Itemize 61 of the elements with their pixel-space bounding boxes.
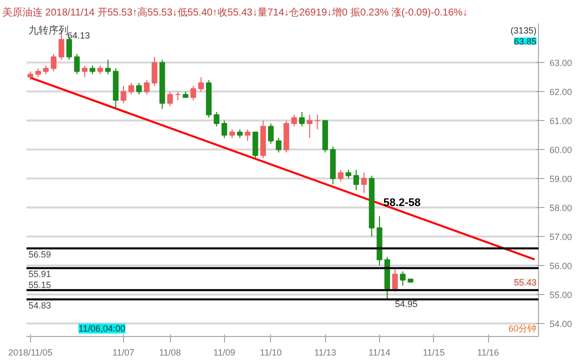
candlestick	[50, 53, 56, 72]
ref-line-label: 55.15	[28, 280, 52, 290]
candlestick	[361, 172, 367, 194]
candlestick	[252, 132, 258, 159]
x-tick-label: 11/13	[314, 348, 336, 358]
candlestick	[244, 128, 250, 142]
y-tick-label: 58.00	[550, 203, 572, 214]
y-tick-label: 57.00	[550, 232, 572, 242]
candlestick	[268, 122, 274, 144]
x-tick-label: 11/15	[422, 348, 445, 358]
candlestick	[198, 76, 204, 92]
candlestick	[338, 169, 344, 182]
x-tick-label: 11/10	[260, 348, 282, 358]
candlestick	[136, 82, 142, 96]
x-tick-label: 11/07	[112, 348, 134, 358]
candlestick	[174, 91, 181, 101]
x-tick-label: 11/14	[368, 348, 390, 358]
x-tick-label: 11/09	[213, 348, 236, 358]
y-tick-label: 62.00	[550, 87, 572, 98]
annotation: 58.2-58	[383, 197, 421, 210]
candlestick	[353, 169, 360, 191]
x-tick-label: 11/08	[159, 348, 181, 358]
candlestick	[167, 91, 173, 107]
candlestick	[306, 114, 312, 138]
candlestick	[105, 59, 111, 75]
candlestick	[276, 137, 282, 153]
candlestick	[392, 268, 398, 292]
candlestick	[152, 56, 158, 86]
x-tick-label: 11/16	[477, 348, 500, 358]
candlestick	[400, 270, 406, 286]
candlestick	[291, 114, 297, 127]
y-tick-label: 59.00	[550, 174, 572, 184]
y-tick-label: 61.00	[550, 116, 572, 126]
candlestick	[120, 85, 126, 104]
chart-subtitle: 九转序列	[28, 24, 68, 36]
annotation: (3135)	[510, 26, 537, 36]
x-tick-label: 2018/11/05	[8, 348, 53, 358]
y-tick-label: 63.00	[550, 58, 572, 68]
candlestick	[299, 111, 305, 127]
candlestick	[144, 80, 150, 96]
ref-line-label: 56.59	[28, 249, 52, 260]
y-tick-label: 54.00	[550, 318, 572, 329]
annotation: 55.43	[514, 278, 537, 288]
annotation: 54.95	[394, 298, 418, 309]
candlestick	[314, 114, 320, 130]
y-tick-label: 56.00	[550, 260, 572, 271]
chart-title: 美原油连 2018/11/14 开55.53↑高55.53↓低55.40↑收55.43↓量714↓仓26919↓增0 振0.23% 涨(-0.09)-0.16%↓	[2, 6, 468, 18]
candlestick	[128, 82, 134, 96]
annotation: 63.85	[514, 36, 537, 46]
candlestick	[74, 53, 80, 75]
annotation: 60分钟	[508, 324, 537, 334]
ref-line-label: 54.83	[28, 300, 52, 310]
candlestick	[82, 65, 88, 78]
ref-line-label: 55.91	[28, 269, 52, 280]
y-tick-label: 55.00	[550, 290, 572, 300]
annotation: 64.13	[67, 30, 90, 40]
candlestick	[221, 120, 228, 138]
candlestick	[214, 111, 220, 127]
candlestick	[190, 85, 196, 101]
annotation: 11/06,04:00	[78, 324, 126, 334]
y-tick-label: 60.00	[550, 145, 572, 156]
